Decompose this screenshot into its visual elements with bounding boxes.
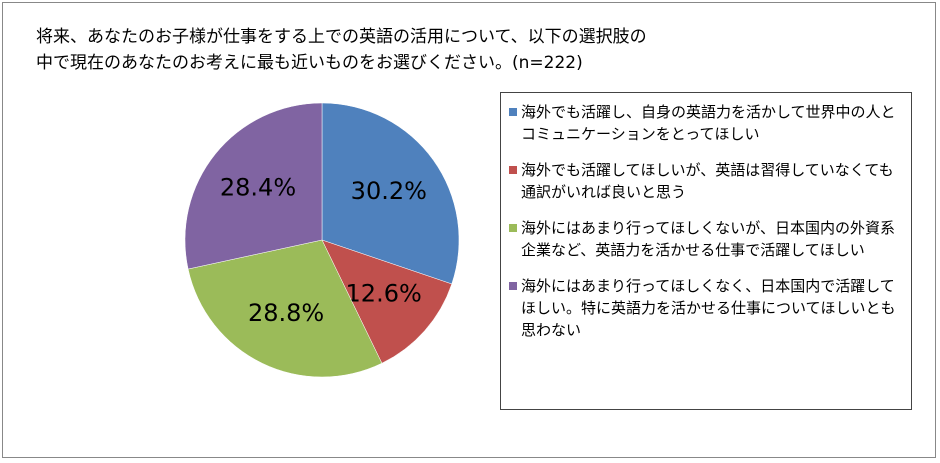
chart-frame bbox=[2, 2, 936, 458]
data-label: 28.4% bbox=[220, 173, 296, 201]
pie-slice bbox=[184, 102, 323, 270]
pie-slice bbox=[321, 239, 453, 364]
legend-label: 海外にはあまり行ってほしくないが、日本国内の外資系企業など、英語力を活かせる仕事… bbox=[521, 219, 895, 259]
legend: 海外でも活躍し、自身の英語力を活かして世界中の人とコミュニケーションをとってほし… bbox=[500, 92, 912, 410]
legend-item: 海外でも活躍し、自身の英語力を活かして世界中の人とコミュニケーションをとってほし… bbox=[509, 101, 903, 145]
title-line: 中で現在のあなたのお考えに最も近いものをお選びください。(n=222) bbox=[36, 53, 583, 73]
data-label: 30.2% bbox=[351, 177, 427, 205]
title-line: 将来、あなたのお子様が仕事をする上での英語の活用について、以下の選択肢の bbox=[36, 27, 647, 47]
legend-swatch bbox=[509, 166, 517, 174]
legend-item: 海外にはあまり行ってほしくないが、日本国内の外資系企業など、英語力を活かせる仕事… bbox=[509, 217, 903, 261]
data-label: 28.8% bbox=[248, 299, 324, 327]
pie-slice bbox=[187, 239, 383, 378]
legend-item: 海外にはあまり行ってほしくなく、日本国内で活躍してほしい。特に英語力を活かせる仕… bbox=[509, 275, 903, 341]
legend-swatch bbox=[509, 282, 517, 290]
legend-swatch bbox=[509, 108, 517, 116]
legend-label: 海外でも活躍し、自身の英語力を活かして世界中の人とコミュニケーションをとってほし… bbox=[521, 103, 896, 143]
legend-label: 海外でも活躍してほしいが、英語は習得していなくても通訳がいれば良いと思う bbox=[521, 161, 894, 201]
legend-item: 海外でも活躍してほしいが、英語は習得していなくても通訳がいれば良いと思う bbox=[509, 159, 903, 203]
chart-title: 将来、あなたのお子様が仕事をする上での英語の活用について、以下の選択肢の 中で現… bbox=[36, 24, 647, 76]
pie-slice bbox=[321, 102, 460, 285]
data-label: 12.6% bbox=[346, 279, 422, 307]
legend-swatch bbox=[509, 224, 517, 232]
legend-label: 海外にはあまり行ってほしくなく、日本国内で活躍してほしい。特に英語力を活かせる仕… bbox=[521, 277, 896, 339]
